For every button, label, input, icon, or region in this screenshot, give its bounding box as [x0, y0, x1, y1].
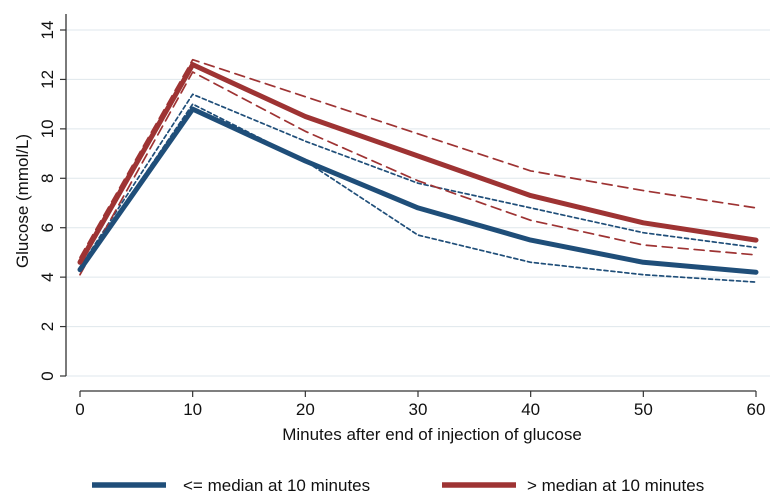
legend: <= median at 10 minutes > median at 10 m…	[92, 476, 704, 495]
legend-label-above-median: > median at 10 minutes	[527, 476, 704, 495]
y-tick-label: 6	[38, 223, 57, 232]
legend-label-below-median: <= median at 10 minutes	[183, 476, 370, 495]
y-tick-label: 2	[38, 322, 57, 331]
x-tick-label: 30	[409, 400, 428, 419]
y-axis-title: Glucose (mmol/L)	[13, 134, 32, 268]
grid-layer	[66, 29, 770, 377]
y-tick-label: 10	[38, 119, 57, 138]
x-tick-label: 50	[634, 400, 653, 419]
series-layer	[77, 58, 759, 283]
x-tick-label: 60	[747, 400, 766, 419]
ci-line-above-median	[79, 71, 757, 276]
series-line-above-median	[77, 62, 759, 265]
x-tick-label: 0	[75, 400, 84, 419]
y-tick-label: 4	[38, 272, 57, 281]
x-tick-label: 10	[183, 400, 202, 419]
series-line-below-median	[77, 106, 759, 275]
y-tick-label: 0	[38, 371, 57, 380]
x-tick-label: 40	[521, 400, 540, 419]
y-tick-label: 8	[38, 174, 57, 183]
y-tick-label: 12	[38, 70, 57, 89]
x-axis-title: Minutes after end of injection of glucos…	[282, 425, 582, 444]
y-tick-label: 14	[38, 21, 57, 40]
tick-layer: 0 2 4 6 8 10 12 14 0 10 20 30 40 50 60	[38, 21, 766, 419]
ci-line-below-median	[79, 103, 757, 283]
x-tick-label: 20	[296, 400, 315, 419]
ci-line-above-median	[79, 58, 757, 259]
ci-line-below-median	[79, 93, 757, 269]
